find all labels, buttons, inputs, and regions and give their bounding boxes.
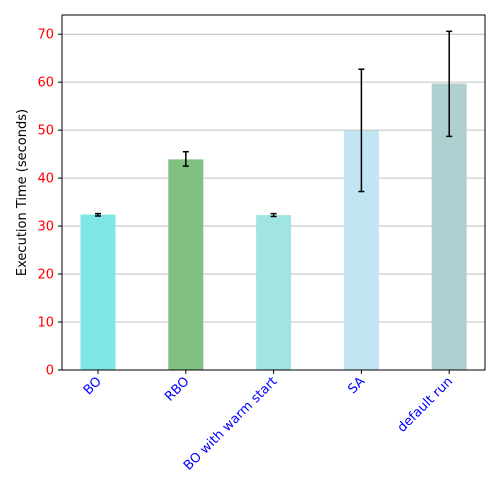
y-tick-label: 50 bbox=[37, 124, 54, 139]
y-tick-label: 10 bbox=[37, 316, 54, 331]
x-tick-label: BO with warm start bbox=[181, 374, 280, 473]
y-tick-label: 0 bbox=[46, 364, 54, 379]
bar bbox=[256, 215, 292, 370]
y-tick-label: 40 bbox=[37, 172, 54, 187]
x-tick-label: default run bbox=[395, 374, 456, 435]
y-tick-label: 30 bbox=[37, 220, 54, 235]
y-axis-label: Execution Time (seconds) bbox=[15, 109, 30, 276]
y-axis-ticks: 0 10 20 30 40 50 60 70 bbox=[37, 28, 62, 379]
y-tick-label: 70 bbox=[37, 28, 54, 43]
x-tick-label: SA bbox=[345, 374, 368, 397]
y-tick-label: 60 bbox=[37, 76, 54, 91]
bar bbox=[168, 159, 204, 370]
error-bars bbox=[95, 30, 453, 218]
bars bbox=[80, 83, 467, 370]
x-tick-label: BO bbox=[81, 374, 105, 398]
bar bbox=[80, 214, 116, 370]
x-tick-label: RBO bbox=[162, 374, 192, 404]
y-tick-label: 20 bbox=[37, 268, 54, 283]
